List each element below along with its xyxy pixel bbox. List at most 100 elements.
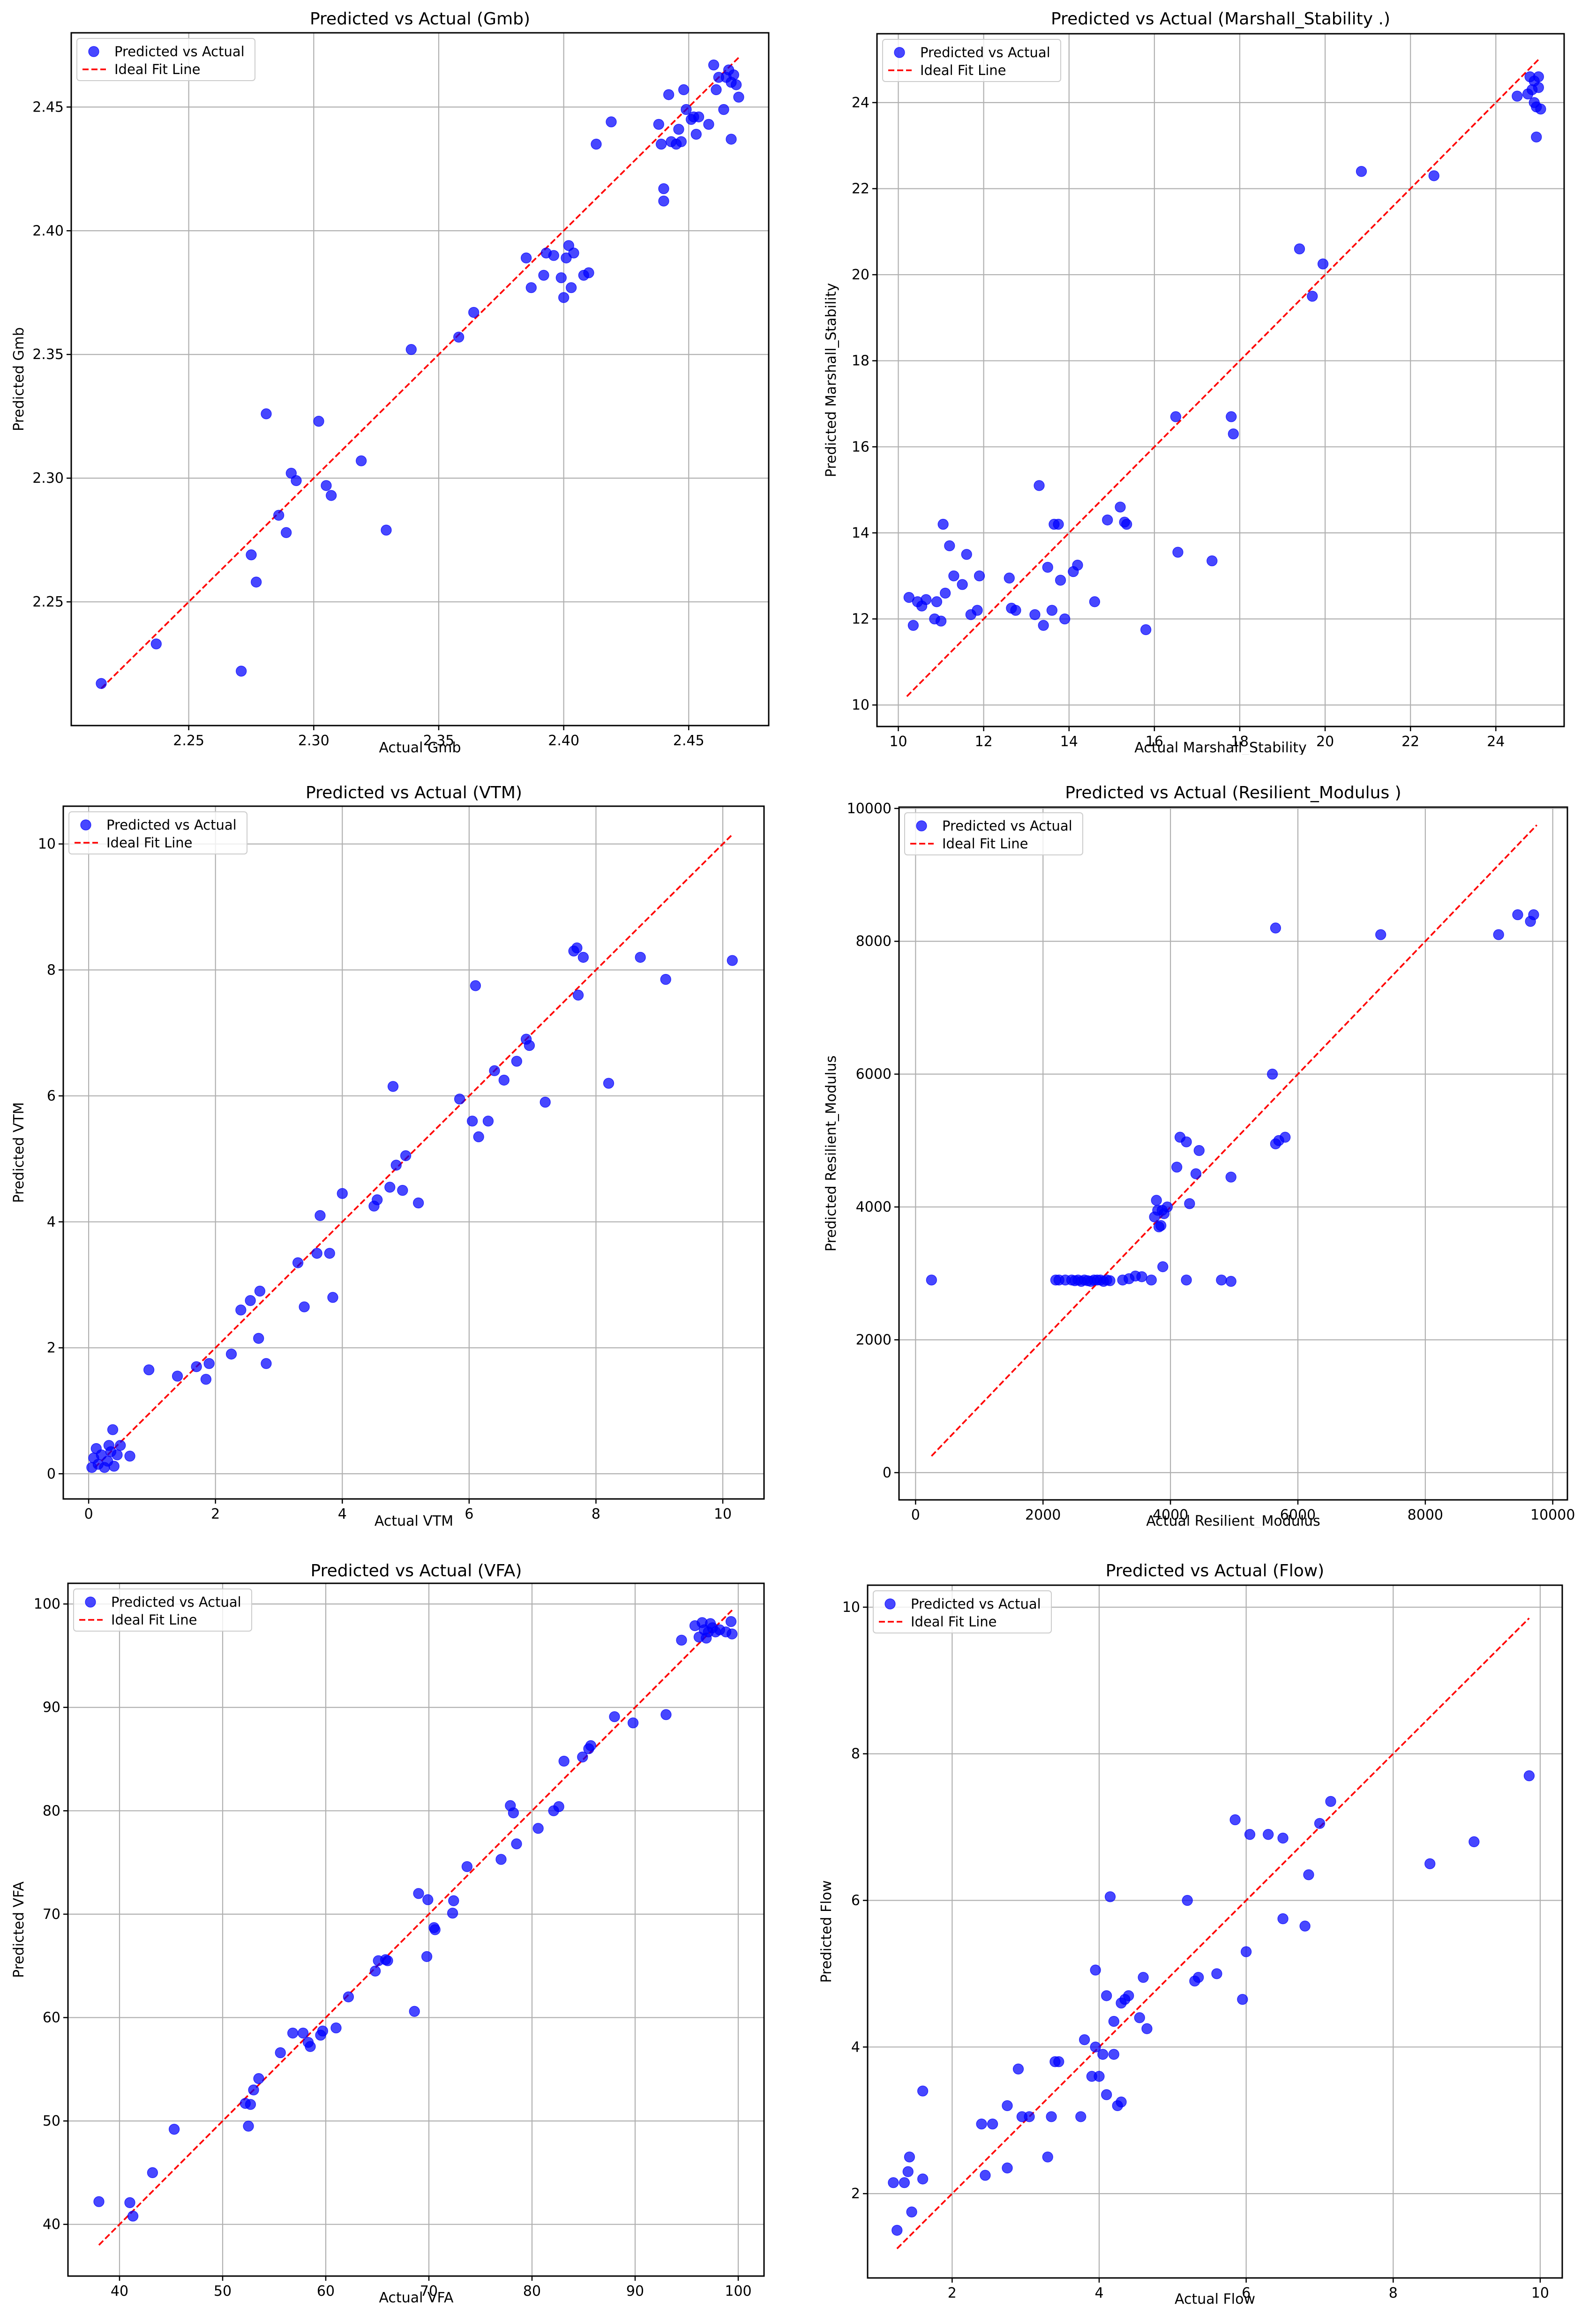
data-point [725, 1616, 737, 1627]
data-point [1024, 2111, 1035, 2122]
y-tick-label: 12 [852, 611, 869, 627]
data-point [937, 518, 949, 530]
data-point [1104, 1275, 1116, 1286]
y-tick-label: 10000 [847, 801, 892, 817]
data-point [127, 2210, 139, 2222]
data-point [297, 2027, 309, 2039]
data-point [904, 2151, 915, 2163]
data-point [658, 195, 669, 207]
chart-title: Predicted vs Actual (VTM) [306, 783, 522, 802]
ticks: 0 2 4 6 8 10 0 2 4 6 8 10 [38, 836, 732, 1522]
data-point [251, 577, 262, 588]
x-tick-label: 10 [889, 734, 907, 750]
fit-line-layer [896, 1618, 1530, 2249]
data-point [1004, 572, 1015, 584]
data-point [693, 111, 704, 123]
data-point [422, 1894, 434, 1905]
data-point [1102, 514, 1113, 525]
data-point [172, 1371, 183, 1382]
y-tick-label: 2 [851, 2186, 860, 2202]
legend-box [76, 38, 255, 81]
data-point [673, 124, 684, 135]
x-tick-label: 2.40 [548, 733, 579, 749]
data-point [561, 252, 572, 263]
data-point [305, 2041, 316, 2052]
data-point [902, 2166, 914, 2177]
data-point [903, 592, 914, 603]
data-point [980, 2170, 991, 2181]
data-point [1046, 2111, 1057, 2122]
data-point [606, 116, 617, 127]
legend-point-marker [85, 1596, 96, 1608]
chart-title: Predicted vs Actual (Marshall_Stability … [1051, 9, 1390, 29]
data-point [1101, 2089, 1112, 2100]
data-point [429, 1924, 441, 1935]
data-point [495, 1854, 507, 1865]
data-point [1034, 480, 1045, 491]
data-point [1424, 1858, 1436, 1869]
y-tick-label: 60 [43, 2010, 60, 2026]
data-point [473, 1131, 484, 1143]
data-point [558, 292, 569, 303]
legend-box [68, 811, 247, 854]
data-point [1241, 1946, 1252, 1957]
y-tick-label: 14 [852, 525, 869, 541]
y-tick-label: 2.35 [32, 346, 64, 363]
data-point [1193, 1145, 1205, 1156]
x-tick-label: 2.35 [423, 733, 455, 749]
x-tick-label: 10000 [1530, 1507, 1575, 1523]
x-tick-label: 8 [592, 1506, 600, 1522]
data-point [448, 1895, 459, 1906]
data-point [660, 974, 671, 985]
data-point [1136, 1271, 1147, 1282]
chart-title: Predicted vs Actual (Flow) [1106, 1561, 1324, 1580]
data-point [1046, 605, 1057, 616]
data-point [150, 638, 162, 650]
data-point [1053, 518, 1064, 530]
x-tick-label: 4000 [1153, 1507, 1188, 1523]
data-point [972, 605, 983, 616]
y-axis-label: Predicted Resilient_Modulus [823, 1056, 839, 1251]
y-tick-label: 4 [47, 1214, 56, 1230]
fit-line-layer [98, 1608, 734, 2246]
x-tick-label: 22 [1401, 734, 1419, 750]
data-point [917, 2085, 929, 2097]
y-tick-label: 24 [852, 95, 869, 111]
legend-points-label: Predicted vs Actual [111, 1594, 241, 1610]
data-point [261, 1358, 272, 1369]
data-point [961, 549, 972, 560]
y-tick-label: 2000 [856, 1332, 892, 1348]
data-point [413, 1888, 424, 1899]
data-point [489, 1065, 500, 1076]
y-tick-label: 6 [851, 1893, 860, 1909]
data-point [1146, 1274, 1157, 1286]
x-tick-label: 2000 [1025, 1507, 1061, 1523]
data-point [1523, 1770, 1535, 1782]
data-point [143, 1364, 155, 1376]
y-tick-label: 0 [47, 1466, 56, 1482]
data-point [1075, 2111, 1086, 2122]
points-layer [93, 1616, 738, 2222]
data-point [291, 475, 302, 487]
data-point [454, 1094, 465, 1105]
x-axis-label: Actual Resilient_Modulus [1146, 1513, 1320, 1528]
data-point [245, 2099, 256, 2110]
y-tick-label: 22 [852, 180, 869, 197]
data-point [892, 2225, 903, 2236]
x-tick-label: 8000 [1408, 1507, 1443, 1523]
data-point [273, 509, 285, 521]
data-point [1314, 1818, 1326, 1829]
ticks: 40 50 60 70 80 90 100 40 50 60 70 80 90 100 [34, 1596, 752, 2300]
data-point [390, 1160, 402, 1171]
legend-points-label: Predicted vs Actual [920, 45, 1050, 60]
data-point [253, 2073, 264, 2084]
y-tick-label: 6 [47, 1088, 56, 1104]
data-point [1121, 518, 1132, 530]
chart-vfa: Predicted vs Actual (VFA) Actual VFA Pre… [11, 1561, 765, 2306]
data-point [461, 1861, 473, 1873]
data-point [287, 2027, 299, 2039]
y-tick-label: 2.25 [32, 594, 64, 610]
data-point [1225, 1276, 1236, 1287]
